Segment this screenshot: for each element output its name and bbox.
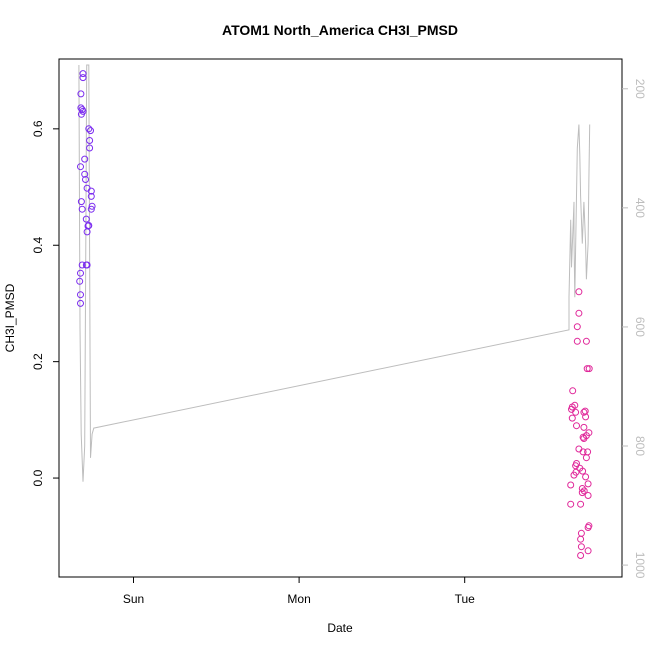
- data-point: [577, 543, 585, 551]
- data-point: [81, 170, 89, 178]
- y-tick-label: 0.2: [31, 353, 45, 370]
- data-point: [83, 261, 91, 269]
- data-point: [87, 205, 95, 213]
- data-point: [578, 489, 586, 497]
- data-point: [86, 137, 94, 144]
- data-point: [77, 269, 84, 277]
- data-point: [575, 288, 583, 296]
- data-point: [572, 408, 580, 416]
- x-axis: Sun Mon Tue: [123, 577, 475, 606]
- x-tick-label: Mon: [287, 592, 310, 606]
- y-tick-label: 0.4: [31, 237, 45, 254]
- data-point: [577, 535, 585, 543]
- data-point: [575, 445, 583, 453]
- data-point: [584, 492, 592, 499]
- data-point: [85, 125, 93, 133]
- y2-tick-label: 800: [633, 436, 647, 456]
- y-tick-label: 0.6: [31, 120, 45, 137]
- data-point: [78, 261, 86, 269]
- x-axis-label: Date: [327, 621, 353, 635]
- data-point: [585, 365, 593, 373]
- y-axis: 0.0 0.2 0.4 0.6: [31, 120, 59, 486]
- data-point: [582, 454, 590, 462]
- x-tick-label: Tue: [455, 592, 476, 606]
- data-point: [573, 337, 581, 345]
- data-point: [577, 500, 585, 508]
- data-point: [77, 299, 84, 307]
- data-point: [575, 309, 583, 317]
- y-tick-label: 0.0: [31, 469, 45, 486]
- y2-tick-label: 600: [633, 317, 647, 337]
- data-point: [87, 192, 95, 200]
- data-point: [87, 127, 94, 135]
- data-point: [77, 104, 85, 112]
- data-point: [573, 460, 580, 467]
- data-point: [580, 487, 588, 495]
- data-point: [81, 155, 89, 163]
- data-point: [585, 429, 593, 437]
- data-point: [572, 468, 580, 476]
- data-point: [580, 408, 588, 416]
- data-point: [569, 387, 577, 395]
- data-point: [582, 337, 590, 345]
- data-point: [571, 401, 579, 409]
- data-point: [581, 407, 589, 415]
- profile-line-layer: [78, 64, 591, 482]
- data-point: [580, 423, 588, 431]
- data-point: [583, 365, 591, 373]
- data-point: [584, 448, 592, 456]
- chart-title: ATOM1 North_America CH3I_PMSD: [222, 22, 458, 38]
- x-tick-label: Sun: [123, 592, 144, 606]
- data-point: [579, 433, 587, 441]
- data-point: [79, 107, 87, 115]
- data-point: [579, 448, 587, 456]
- data-point: [584, 547, 592, 555]
- data-point: [567, 481, 575, 489]
- data-point: [567, 500, 575, 508]
- data-point: [86, 144, 94, 152]
- data-point: [582, 413, 590, 421]
- data-point: [83, 184, 91, 192]
- data-point: [82, 215, 90, 223]
- secondary-y-axis: 200 400 600 800 1000: [622, 79, 647, 579]
- profile-line: [78, 64, 591, 482]
- data-point: [77, 198, 85, 206]
- plot-frame: [58, 58, 623, 578]
- data-point: [582, 473, 590, 481]
- data-point: [78, 205, 86, 213]
- data-point: [579, 467, 587, 475]
- data-point: [577, 552, 585, 559]
- y2-tick-label: 1000: [633, 552, 647, 579]
- data-point: [82, 176, 89, 183]
- data-point: [577, 529, 585, 537]
- y2-tick-label: 200: [633, 79, 647, 99]
- data-point: [568, 414, 576, 422]
- data-point: [79, 70, 87, 78]
- data-point: [77, 163, 84, 171]
- y2-tick-label: 400: [633, 198, 647, 218]
- data-point: [573, 323, 581, 331]
- y-axis-label: CH3I_PMSD: [3, 283, 17, 352]
- data-point: [77, 291, 84, 299]
- data-point: [88, 202, 96, 210]
- data-point: [85, 222, 93, 229]
- data-point: [76, 277, 84, 285]
- data-point: [77, 90, 85, 98]
- data-point: [584, 480, 592, 488]
- data-point: [573, 422, 580, 430]
- data-point: [79, 74, 87, 82]
- points-layer: [76, 70, 593, 559]
- data-point: [585, 522, 593, 530]
